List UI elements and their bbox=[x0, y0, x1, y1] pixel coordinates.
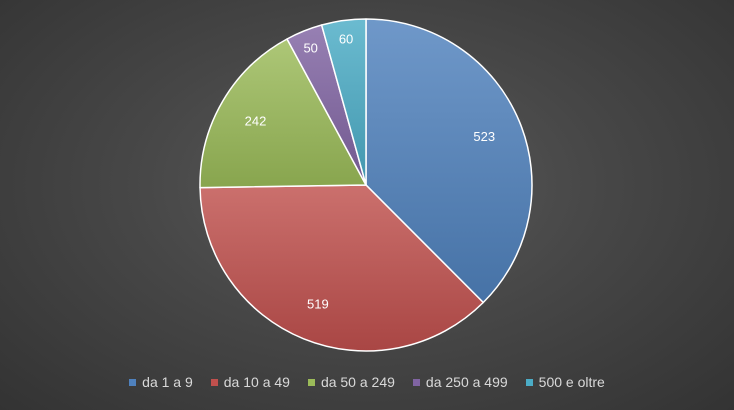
legend-label-1: da 1 a 9 bbox=[142, 374, 193, 390]
legend-item-4: da 250 a 499 bbox=[412, 374, 508, 390]
legend-item-5: 500 e oltre bbox=[525, 374, 605, 390]
legend-label-3: da 50 a 249 bbox=[320, 374, 395, 390]
legend-swatch-4 bbox=[412, 378, 420, 386]
legend-swatch-3 bbox=[307, 378, 315, 386]
slice-value-label-1: 523 bbox=[473, 129, 495, 144]
legend-item-1: da 1 a 9 bbox=[129, 374, 193, 390]
legend-item-2: da 10 a 49 bbox=[210, 374, 290, 390]
chart-legend: da 1 a 9 da 10 a 49 da 50 a 249 da 250 a 49… bbox=[0, 374, 734, 390]
slice-value-label-3: 242 bbox=[245, 113, 267, 128]
legend-swatch-5 bbox=[525, 378, 533, 386]
legend-swatch-2 bbox=[210, 378, 218, 386]
legend-label-4: da 250 a 499 bbox=[425, 374, 508, 390]
slice-value-label-5: 60 bbox=[339, 31, 353, 46]
legend-swatch-1 bbox=[129, 378, 137, 386]
pie-slice-3 bbox=[199, 38, 367, 189]
pie-plot-area: 523 519 242 50 60 bbox=[199, 18, 533, 352]
legend-item-3: da 50 a 249 bbox=[307, 374, 395, 390]
pie-slice-2 bbox=[199, 184, 484, 352]
slice-value-label-4: 50 bbox=[303, 41, 317, 56]
legend-label-5: 500 e oltre bbox=[538, 374, 605, 390]
pie-slice-1 bbox=[365, 18, 533, 304]
pie-slice-5 bbox=[320, 18, 367, 186]
legend-label-2: da 10 a 49 bbox=[223, 374, 290, 390]
slice-value-label-2: 519 bbox=[307, 297, 329, 312]
